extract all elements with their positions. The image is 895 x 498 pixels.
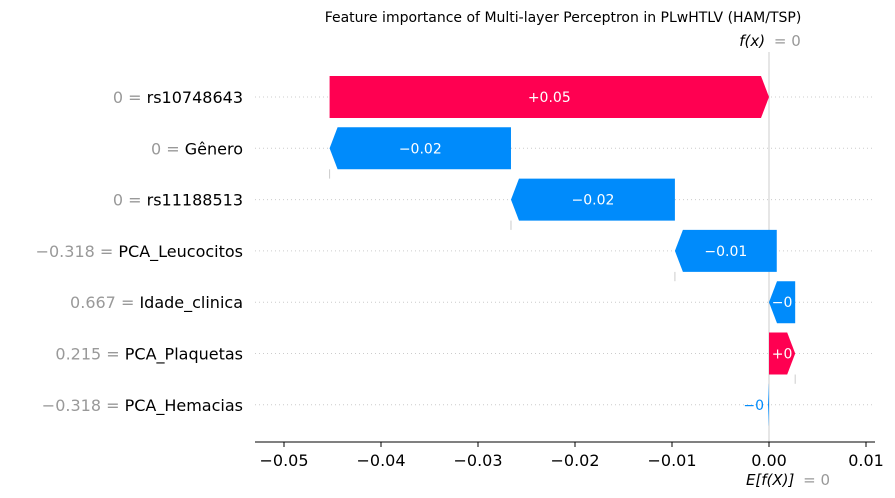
x-tick-label: 0.00: [751, 451, 787, 470]
x-tick-label: −0.01: [647, 451, 696, 470]
feature-label: −0.318 = PCA_Hemacias: [42, 396, 243, 416]
contribution-bar: [674, 229, 777, 272]
fx-annotation: f(x) = 0: [739, 32, 801, 50]
x-tick-label: −0.05: [259, 451, 308, 470]
feature-name: Gênero: [185, 139, 243, 158]
x-tick-label: −0.02: [550, 451, 599, 470]
feature-name: PCA_Plaquetas: [125, 345, 243, 365]
x-tick-label: −0.04: [356, 451, 405, 470]
feature-value: −0.318 =: [42, 396, 125, 415]
bar-value-label: −0: [772, 295, 793, 311]
bar-value-label: −0.02: [399, 141, 442, 157]
feature-label: −0.318 = PCA_Leucocitos: [36, 242, 243, 262]
feature-label: 0.215 = PCA_Plaquetas: [55, 345, 243, 365]
bars-group: +0.05 −0.02 −0.02 −0.01 −0 +0 −0: [329, 76, 796, 426]
x-tick-label: −0.03: [453, 451, 502, 470]
feature-value: 0.667 =: [70, 293, 139, 312]
bar-value-label: −0.02: [571, 193, 614, 209]
efx-annotation: E[f(X)] = 0: [746, 471, 830, 489]
feature-name: Idade_clinica: [139, 293, 243, 313]
contribution-bar: [769, 332, 796, 375]
feature-label: 0 = Gênero: [151, 139, 243, 158]
feature-value: −0.318 =: [36, 242, 119, 261]
feature-label: 0 = rs11188513: [113, 191, 243, 210]
x-axis-ticks: −0.05 −0.04 −0.03 −0.02 −0.01 0.00 0.01: [259, 442, 884, 470]
contribution-bar: [329, 127, 511, 170]
fx-label: f(x): [739, 32, 765, 50]
bar-value-label: −0.01: [704, 244, 747, 260]
chart-title: Feature importance of Multi-layer Percep…: [325, 10, 802, 26]
bar-value-label: +0: [772, 347, 793, 363]
feature-name: rs10748643: [147, 88, 243, 107]
contribution-bar: [769, 281, 796, 324]
bar-value-label: +0.05: [528, 90, 571, 106]
feature-value: 0 =: [151, 139, 185, 158]
feature-value: 0 =: [113, 191, 147, 210]
feature-label: 0 = rs10748643: [113, 88, 243, 107]
feature-value: 0.215 =: [55, 345, 124, 364]
feature-name: rs11188513: [147, 191, 243, 210]
contribution-bar: [329, 76, 769, 118]
x-tick-label: 0.01: [848, 451, 884, 470]
bar-value-label: −0: [743, 398, 764, 414]
svg-text:f(x) = 0: f(x) = 0: [739, 32, 801, 50]
svg-text:E[f(X)] = 0: E[f(X)] = 0: [746, 471, 830, 489]
x-axis: −0.05 −0.04 −0.03 −0.02 −0.01 0.00 0.01: [255, 441, 884, 470]
efx-label: E[f(X)]: [746, 471, 795, 489]
efx-value: = 0: [803, 471, 830, 489]
feature-label: 0.667 = Idade_clinica: [70, 293, 243, 313]
contribution-bar: [510, 178, 675, 221]
feature-name: PCA_Hemacias: [125, 396, 243, 416]
feature-value: 0 =: [113, 88, 147, 107]
feature-name: PCA_Leucocitos: [118, 242, 243, 262]
contribution-bar: [768, 383, 769, 426]
fx-value: = 0: [774, 32, 801, 50]
